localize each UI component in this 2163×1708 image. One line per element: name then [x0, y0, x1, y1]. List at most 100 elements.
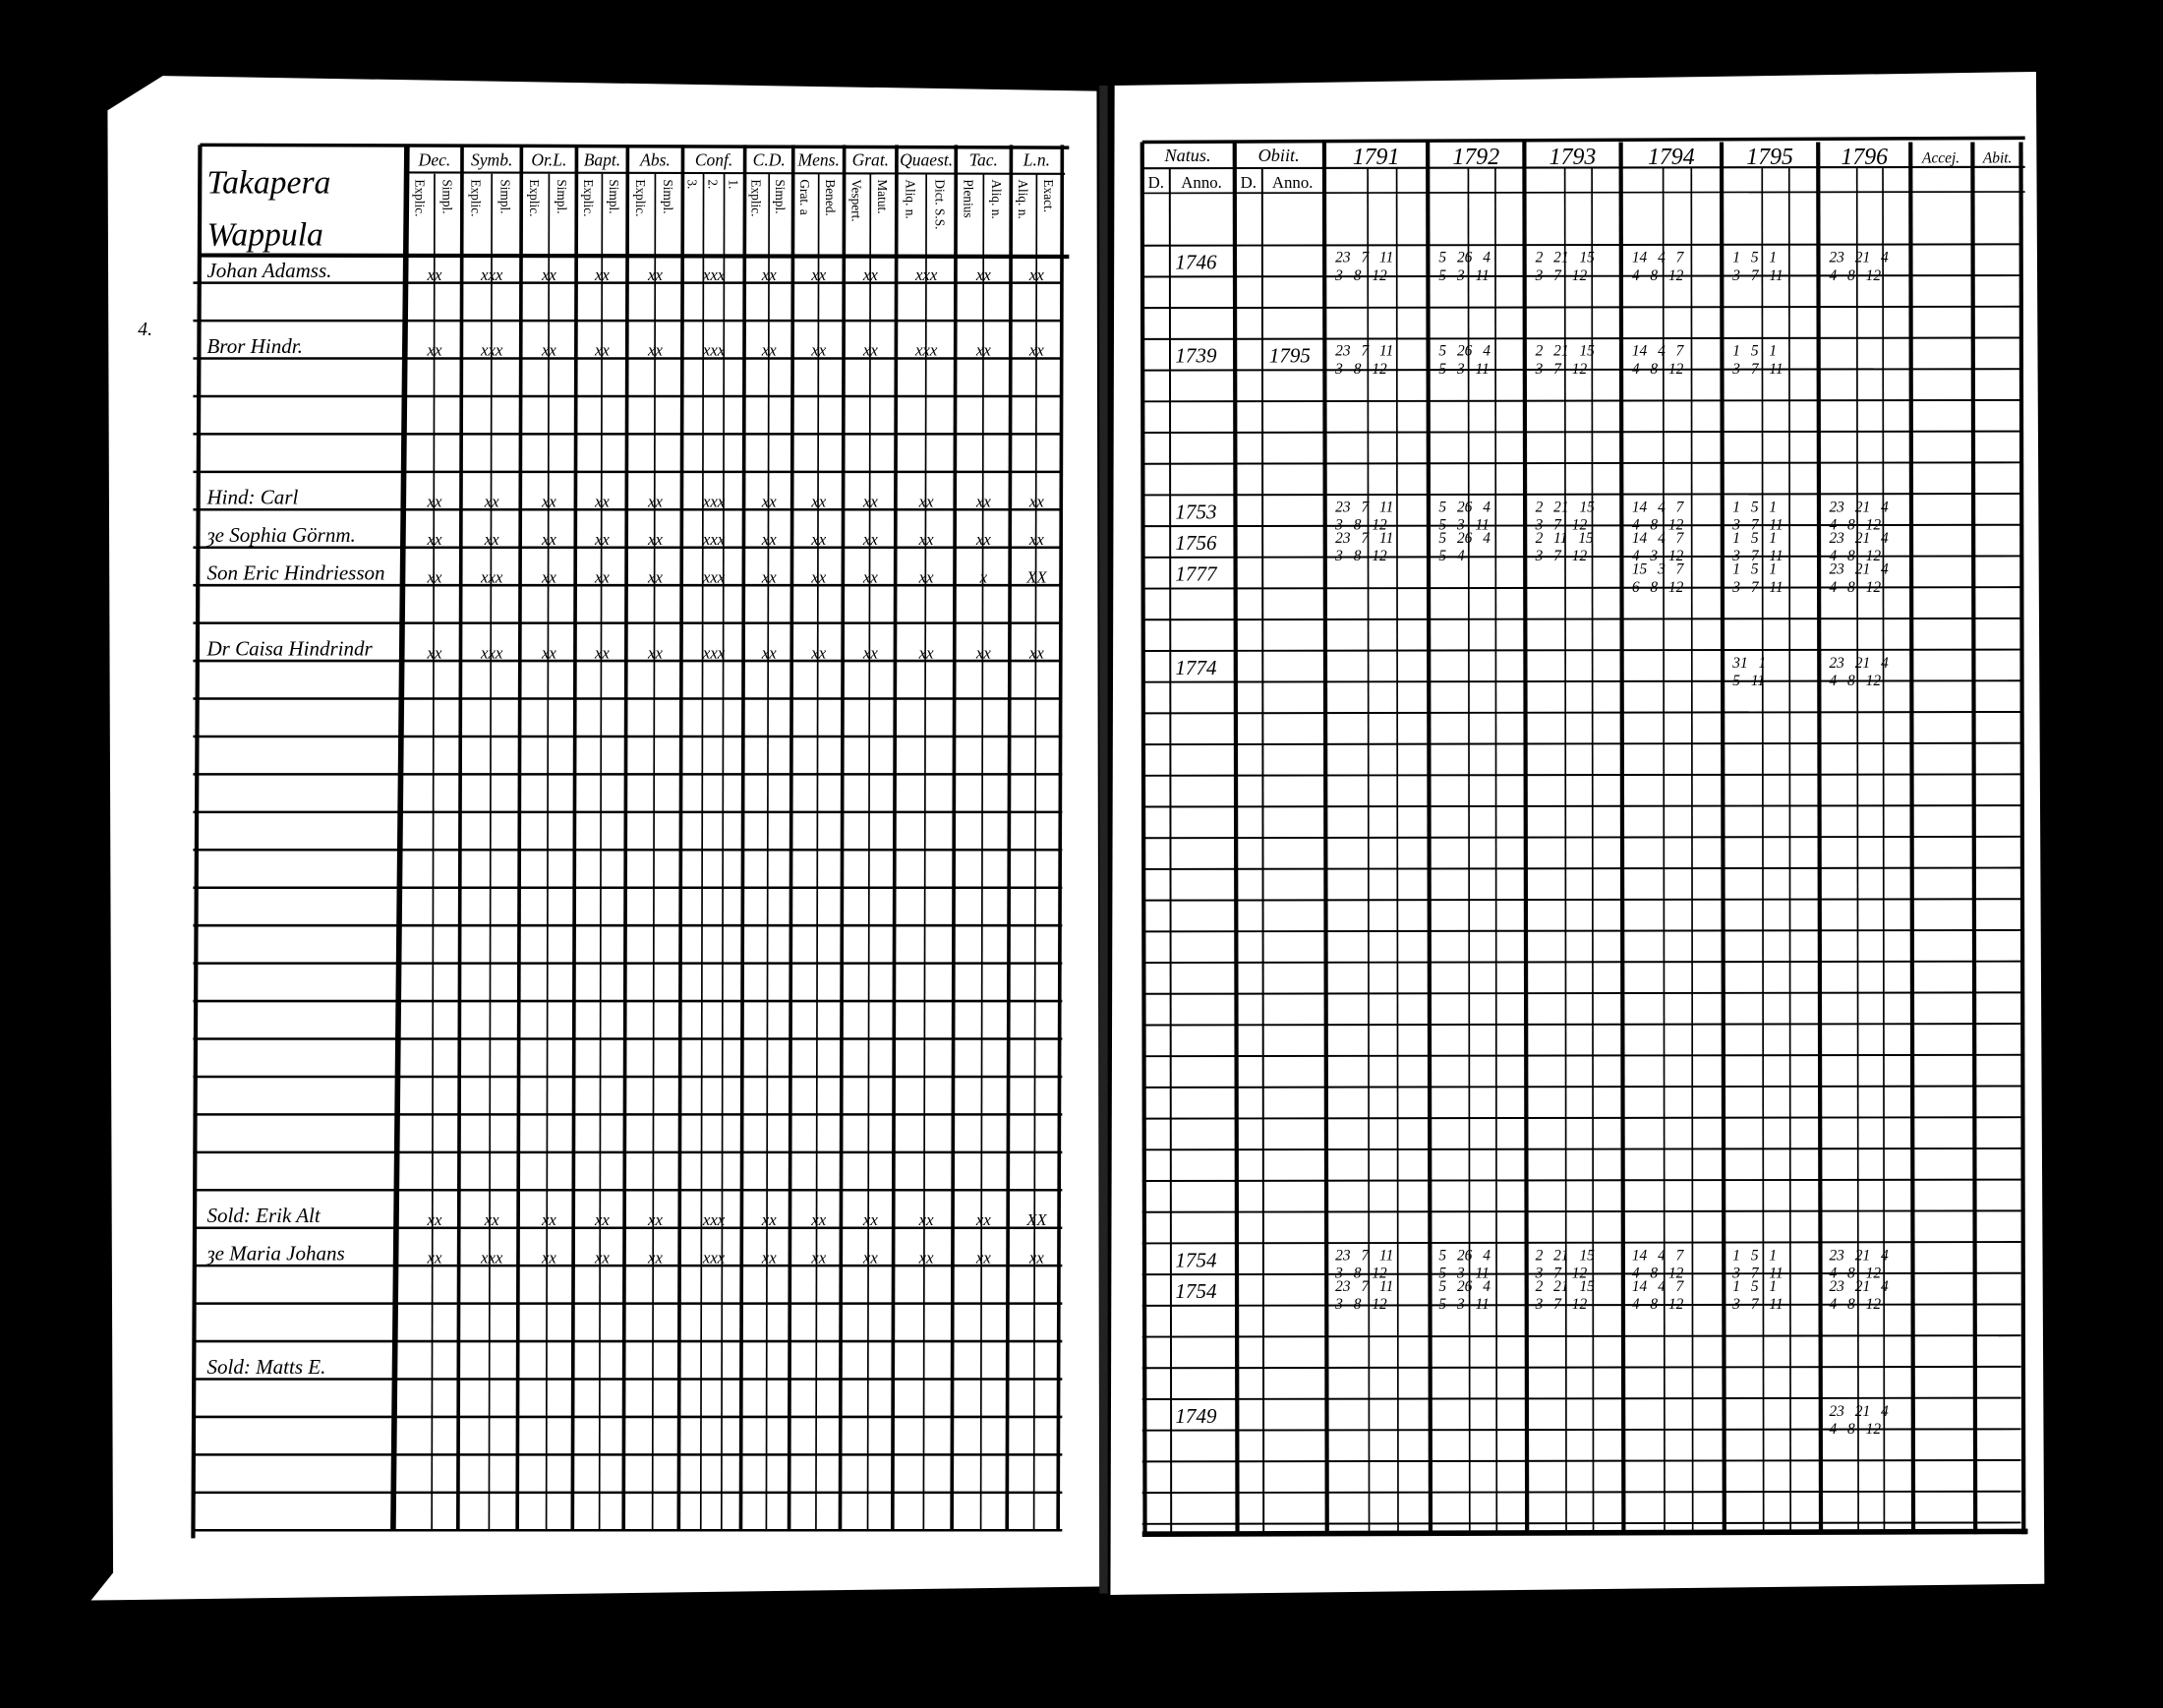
rule	[1141, 274, 2021, 278]
exam-result: 3 7 11	[1731, 579, 1783, 596]
exam-mark: xx	[761, 530, 777, 549]
exam-mark: xxx	[702, 567, 726, 586]
rule	[1719, 142, 1726, 1535]
rule	[1232, 142, 1240, 1535]
exam-result: 3 8 12	[1334, 361, 1387, 378]
exam-result: 4 8 12	[1632, 267, 1684, 284]
sub-header: Simpl.	[661, 179, 675, 213]
rule	[1141, 243, 2021, 247]
rule	[1367, 168, 1371, 1535]
column-header: Mens.	[797, 149, 840, 169]
exam-mark: xx	[862, 265, 878, 284]
sub-header: Dict. S.S.	[933, 179, 948, 229]
exam-result: 23 7 11	[1335, 1247, 1393, 1264]
column-header: Tac.	[969, 149, 998, 169]
exam-mark: xx	[647, 492, 663, 510]
exam-mark: xxx	[914, 265, 938, 284]
exam-mark: xx	[862, 492, 878, 510]
exam-result: 1 5 1	[1732, 499, 1777, 515]
exam-result: 2 21 15	[1536, 1278, 1596, 1295]
column-header: Bapt.	[584, 149, 620, 169]
exam-mark: xx	[975, 643, 991, 662]
exam-result: 14 4 7	[1632, 499, 1685, 515]
person-name: Sold: Matts E.	[206, 1355, 325, 1379]
exam-result: 3 7 12	[1535, 1266, 1588, 1282]
exam-mark: xx	[541, 530, 556, 549]
rule	[1141, 1023, 2021, 1027]
column-header: Or.L.	[531, 149, 566, 169]
exam-mark: xx	[1028, 492, 1044, 510]
rule	[866, 173, 872, 1532]
exam-mark: xx	[1028, 265, 1044, 284]
rule	[1056, 145, 1065, 1532]
sub-header: Explic.	[527, 179, 542, 216]
rule	[1522, 142, 1530, 1535]
rule	[1141, 1116, 2021, 1120]
rule	[1970, 142, 1978, 1535]
rule	[1140, 142, 1147, 1535]
exam-result: 4 8 12	[1632, 361, 1684, 378]
rule	[1141, 1396, 2021, 1400]
rule	[1591, 168, 1595, 1535]
rule	[191, 145, 203, 1539]
rule	[1141, 991, 2021, 995]
rule	[1141, 711, 2021, 715]
exam-result: 23 21 4	[1829, 1247, 1889, 1264]
rule	[1761, 168, 1765, 1535]
rule	[1494, 168, 1498, 1535]
exam-result: 4 3 12	[1632, 548, 1684, 564]
rule	[838, 145, 847, 1532]
exam-mark: x	[979, 567, 988, 586]
exam-result: 14 4 7	[1632, 1247, 1685, 1264]
exam-mark: xx	[484, 530, 499, 549]
year-header: 1792	[1452, 145, 1499, 170]
exam-mark: xx	[761, 643, 777, 662]
rule	[1005, 145, 1014, 1532]
rule	[1141, 165, 2025, 170]
rule	[1141, 804, 2021, 808]
rule	[815, 173, 820, 1532]
exam-mark: xxx	[702, 341, 726, 360]
rule	[1141, 1053, 2021, 1058]
rule	[545, 173, 551, 1532]
exam-result: 3 8 12	[1334, 1266, 1387, 1282]
rule	[1141, 1303, 2021, 1307]
sub-header: Anno.	[1272, 173, 1314, 192]
exam-mark: xx	[1028, 643, 1044, 662]
rule	[1855, 168, 1859, 1535]
exam-mark: xx	[975, 1248, 991, 1266]
exam-result: 2 11 15	[1536, 530, 1594, 547]
right-page	[1110, 71, 2045, 1595]
person-name: Son Eric Hindriesson	[206, 561, 384, 585]
exam-mark: xx	[918, 530, 934, 549]
exam-mark: xx	[975, 341, 991, 360]
rule	[1141, 523, 2021, 528]
rule	[1141, 898, 2021, 902]
rule	[1141, 1365, 2021, 1370]
rule	[1141, 1428, 2021, 1432]
birth-year: 1746	[1175, 251, 1217, 274]
rule	[699, 173, 705, 1532]
exam-result: 5 4	[1438, 548, 1465, 564]
person-name: Dr Caisa Hindrindr	[205, 636, 373, 660]
rule	[765, 173, 771, 1532]
rule	[1141, 398, 2021, 403]
year-header: 1796	[1841, 145, 1888, 170]
exam-result: 23 7 11	[1335, 343, 1393, 360]
exam-result: 3 7 11	[1731, 361, 1783, 378]
exam-result: 3 7 11	[1731, 1266, 1783, 1282]
exam-mark: xx	[761, 492, 777, 510]
rule	[1467, 168, 1471, 1535]
sub-header: Aliq. n.	[903, 179, 917, 218]
birth-year: 1774	[1175, 656, 1217, 679]
person-name: Sold: Erik Alt	[206, 1204, 321, 1227]
exam-mark: xxx	[702, 530, 726, 549]
exam-result: 5 26 4	[1438, 343, 1491, 360]
birth-year: 1777	[1175, 562, 1218, 586]
rule	[1141, 1178, 2021, 1183]
exam-mark: xx	[541, 1210, 556, 1229]
exam-mark: xxx	[702, 643, 726, 662]
rule	[787, 145, 795, 1532]
exam-mark: xx	[426, 1248, 441, 1266]
exam-result: 4 8 12	[1829, 516, 1881, 533]
